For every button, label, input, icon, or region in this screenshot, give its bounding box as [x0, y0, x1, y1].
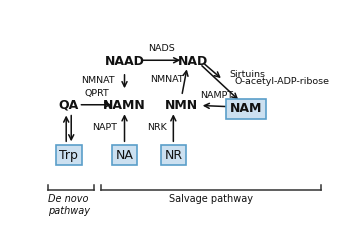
Text: NAPT: NAPT — [93, 123, 117, 132]
Text: Salvage pathway: Salvage pathway — [169, 194, 253, 204]
Text: QPRT: QPRT — [84, 89, 109, 98]
Text: NA: NA — [116, 149, 134, 162]
Text: NMNAT: NMNAT — [150, 75, 184, 84]
Text: NAD: NAD — [178, 55, 208, 68]
Text: NADS: NADS — [148, 44, 175, 53]
Text: O-acetyl-ADP-ribose: O-acetyl-ADP-ribose — [235, 77, 330, 86]
Text: NAMPT: NAMPT — [201, 91, 234, 100]
Text: NAM: NAM — [230, 102, 262, 115]
Text: NRK: NRK — [147, 123, 166, 132]
Text: De novo
pathway: De novo pathway — [48, 194, 90, 216]
Text: NAAD: NAAD — [104, 55, 144, 68]
Text: QA: QA — [59, 99, 79, 112]
Text: NR: NR — [164, 149, 183, 162]
Text: Sirtuins: Sirtuins — [229, 70, 265, 79]
Text: NMN: NMN — [165, 99, 198, 112]
Text: Trp: Trp — [59, 149, 78, 162]
Text: NAMN: NAMN — [103, 99, 146, 112]
Text: NMNAT: NMNAT — [81, 76, 115, 85]
